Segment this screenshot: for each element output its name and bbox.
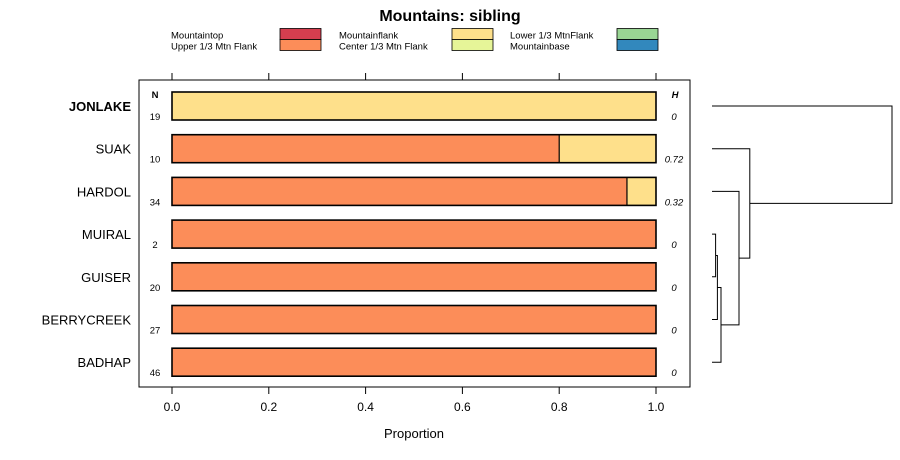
dendrogram-branch [712, 233, 717, 278]
bar-outline [171, 261, 657, 292]
bar-segment [626, 177, 656, 206]
bar-segment [559, 134, 656, 163]
legend-label: Mountaintop [171, 31, 223, 42]
h-value: 0 [671, 368, 677, 379]
legend-swatch [451, 28, 494, 40]
bar-segment [172, 92, 656, 120]
x-tick-label: 0.8 [551, 400, 568, 414]
bar-segment [172, 134, 560, 163]
legend-swatch [451, 39, 494, 51]
dendrogram-branch [712, 148, 751, 259]
legend-label: Center 1/3 Mtn Flank [339, 42, 428, 53]
h-value: 0 [671, 326, 677, 337]
x-axis: 0.0 0.2 0.4 0.6 0.8 1.0 [164, 386, 665, 414]
dendrogram-branch [712, 105, 893, 204]
bar-outline [171, 304, 657, 335]
bar-segment [172, 177, 627, 206]
h-value: 0 [671, 240, 677, 251]
x-tick-label: 0.0 [164, 400, 181, 414]
x-tick-label: 0.2 [260, 400, 277, 414]
n-header: N [152, 90, 159, 101]
h-value: 0 [671, 112, 677, 123]
n-value: 20 [150, 283, 161, 294]
legend-swatch [279, 39, 322, 51]
bar-segment [172, 305, 656, 334]
bar-outline [171, 91, 657, 121]
chart-title: Mountains: sibling [379, 8, 520, 25]
bar-segment [172, 220, 656, 249]
legend-label: Mountainbase [510, 42, 570, 53]
x-tick-label: 1.0 [648, 400, 665, 414]
row-label: BADHAP [78, 355, 131, 370]
legend-label: Mountainflank [339, 31, 398, 42]
bar-outline [171, 176, 657, 207]
bars-group [171, 91, 657, 378]
legend-swatch [616, 28, 659, 40]
legend-swatch [279, 28, 322, 40]
n-value: 27 [150, 326, 161, 337]
row-label: SUAK [96, 142, 132, 157]
bar-outline [171, 133, 657, 164]
dendrogram-branch [712, 286, 722, 363]
row-label: HARDOL [77, 184, 131, 199]
x-tick-label: 0.4 [357, 400, 374, 414]
h-value: 0.72 [665, 155, 684, 166]
bar-segment [172, 262, 656, 291]
n-value: 10 [150, 155, 161, 166]
row-label: JONLAKE [69, 99, 131, 114]
n-value: 46 [150, 368, 161, 379]
bar-segment [172, 348, 656, 377]
legend-label: Upper 1/3 Mtn Flank [171, 42, 257, 53]
n-value: 2 [152, 240, 157, 251]
n-value: 34 [150, 197, 161, 208]
row-label: BERRYCREEK [42, 313, 132, 328]
legend-swatch [616, 39, 659, 51]
h-value: 0.32 [665, 197, 684, 208]
x-axis-label: Proportion [384, 426, 444, 441]
h-value: 0 [671, 283, 677, 294]
bar-outline [171, 219, 657, 249]
top-ticks [171, 73, 657, 80]
h-header: H [672, 90, 680, 101]
bar-outline [171, 347, 657, 378]
x-tick-label: 0.6 [454, 400, 471, 414]
n-value: 19 [150, 112, 161, 123]
dendrogram-branch [712, 254, 718, 320]
row-label: MUIRAL [82, 227, 131, 242]
legend-label: Lower 1/3 MtnFlank [510, 31, 594, 42]
dendrogram [712, 105, 893, 363]
row-label: GUISER [81, 270, 131, 285]
